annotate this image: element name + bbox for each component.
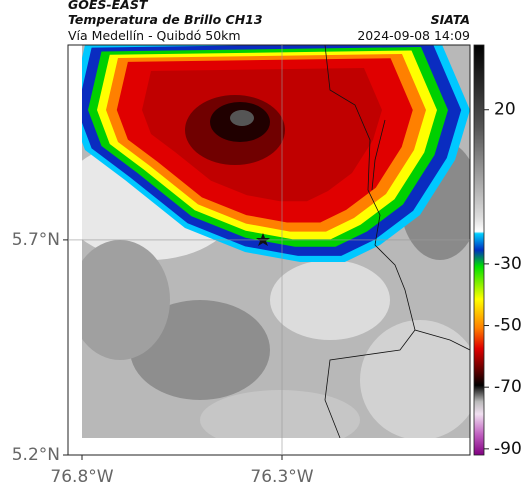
subtitle: Temperatura de Brillo CH13 — [68, 12, 263, 27]
x-tick-label: 76.3°W — [250, 467, 313, 487]
source: SIATA — [431, 12, 470, 27]
colorbar — [473, 44, 485, 456]
colorbar-tick-label: -70 — [494, 377, 522, 397]
colorbar-tick-label: 20 — [494, 100, 516, 120]
timestamp: 2024-09-08 14:09 — [357, 28, 470, 43]
satellite-image — [82, 45, 470, 438]
title: GOES-EAST — [68, 0, 149, 12]
storm-cloud — [82, 45, 470, 262]
y-tick-label: 5.7°N — [12, 230, 60, 250]
y-tick-label: 5.2°N — [12, 445, 60, 465]
x-tick-label: 76.8°W — [50, 467, 113, 487]
cloud-core — [230, 110, 254, 126]
axes: 76.8°W 76.3°W 5.2°N 5.7°N — [12, 44, 471, 487]
colorbar-tick-label: -90 — [494, 439, 522, 459]
colorbar-tick-label: -30 — [494, 254, 522, 274]
colorbar-tick-label: -50 — [494, 316, 522, 336]
route: Vía Medellín - Quibdó 50km — [68, 28, 241, 43]
